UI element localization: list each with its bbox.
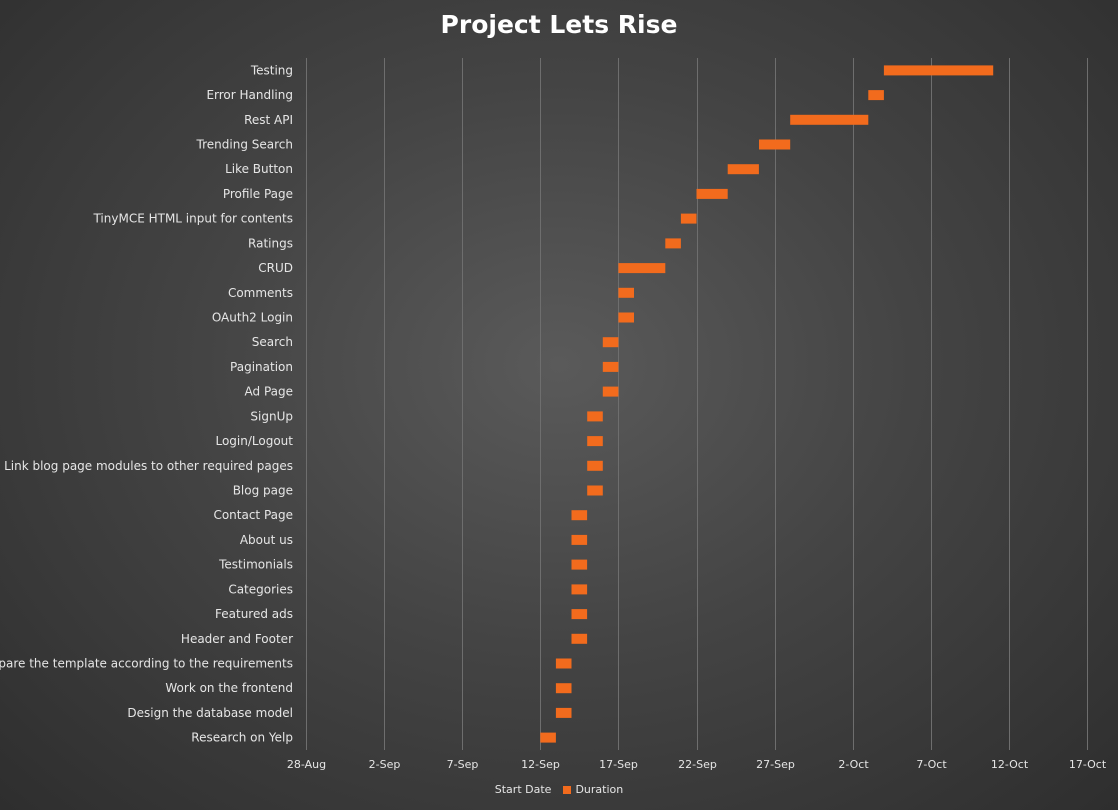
x-tick-label: 12-Sep — [521, 758, 560, 771]
gantt-bar — [587, 485, 603, 496]
gantt-bar — [587, 411, 603, 422]
legend-label-start-date: Start Date — [494, 783, 552, 796]
gantt-bar — [540, 732, 556, 743]
task-label: Pagination — [230, 360, 293, 374]
task-label: Search — [252, 335, 293, 349]
task-label: About us — [240, 533, 293, 547]
x-tick-label: 7-Oct — [916, 758, 947, 771]
gantt-bar — [727, 164, 759, 175]
gantt-bar — [883, 65, 994, 76]
task-label: Research on Yelp — [191, 731, 293, 745]
x-tick-layer: 28-Aug 2-Sep 7-Sep 12-Sep 17-Sep 22-Sep 27-Sep… — [287, 758, 1107, 771]
x-tick-label: 2-Sep — [369, 758, 401, 771]
task-label: Work on the frontend — [165, 681, 293, 695]
x-tick-label: 17-Sep — [599, 758, 638, 771]
task-label: Blog page — [233, 484, 293, 498]
x-tick-label: 17-Oct — [1069, 758, 1107, 771]
gantt-bar — [555, 707, 572, 718]
gantt-bar — [618, 263, 666, 274]
task-label: Login/Logout — [215, 434, 293, 448]
gantt-bar — [571, 609, 588, 620]
x-tick-label: 7-Sep — [447, 758, 479, 771]
task-label: Comments — [228, 286, 293, 300]
task-label: Featured ads — [215, 607, 293, 621]
task-label: Header and Footer — [181, 632, 293, 646]
gantt-bar — [696, 188, 728, 199]
task-label: Testing — [250, 63, 293, 77]
gantt-bar — [571, 633, 588, 644]
x-tick-label: 2-Oct — [838, 758, 869, 771]
task-label: Error Handling — [206, 88, 293, 102]
gantt-bar — [555, 683, 572, 694]
chart-title: Project Lets Rise — [440, 10, 678, 39]
task-label: TinyMCE HTML input for contents — [92, 212, 293, 226]
gantt-bar — [790, 114, 869, 125]
task-label: Link blog page modules to other required… — [4, 459, 293, 473]
task-label: Categories — [228, 582, 293, 596]
task-label: Contact Page — [213, 508, 293, 522]
task-label: Like Button — [225, 162, 293, 176]
task-label: Ad Page — [245, 385, 293, 399]
gantt-bar — [555, 658, 572, 669]
legend-item-duration: Duration — [563, 783, 623, 796]
x-tick-label: 22-Sep — [678, 758, 717, 771]
gantt-bar — [587, 460, 603, 471]
legend-label-duration: Duration — [575, 783, 624, 796]
gantt-bar — [587, 436, 603, 447]
gantt-bar — [571, 510, 588, 521]
task-label: OAuth2 Login — [212, 311, 293, 325]
task-label-layer: Research on Yelp Design the database mode… — [0, 63, 293, 744]
task-label: Prepare the template according to the re… — [0, 657, 293, 671]
legend-item-start-date: Start Date — [495, 783, 552, 796]
gantt-bar — [571, 559, 588, 570]
gantt-bar — [602, 337, 619, 348]
task-label: Testimonials — [218, 558, 293, 572]
gantt-bar — [618, 312, 634, 323]
task-label: Rest API — [244, 113, 293, 127]
task-label: CRUD — [258, 261, 293, 275]
gantt-bar — [665, 238, 681, 249]
grid-layer — [306, 58, 1088, 750]
gantt-bar — [571, 534, 588, 545]
gantt-bar — [602, 386, 619, 397]
gantt-bar — [680, 213, 697, 224]
task-label: Ratings — [248, 236, 293, 250]
x-tick-label: 27-Sep — [756, 758, 795, 771]
task-label: Trending Search — [196, 138, 293, 152]
gantt-bar — [602, 361, 619, 372]
x-tick-label: 12-Oct — [991, 758, 1029, 771]
bar-layer — [540, 65, 994, 743]
task-label: Profile Page — [223, 187, 293, 201]
gantt-bar — [868, 90, 884, 101]
x-tick-label: 28-Aug — [287, 758, 326, 771]
task-label: SignUp — [250, 409, 293, 423]
legend-swatch-duration — [563, 785, 572, 794]
gantt-bar — [759, 139, 791, 150]
legend: Start Date Duration — [0, 783, 1118, 796]
gantt-bar — [571, 584, 588, 595]
gantt-bar — [618, 287, 634, 298]
task-label: Design the database model — [127, 706, 293, 720]
